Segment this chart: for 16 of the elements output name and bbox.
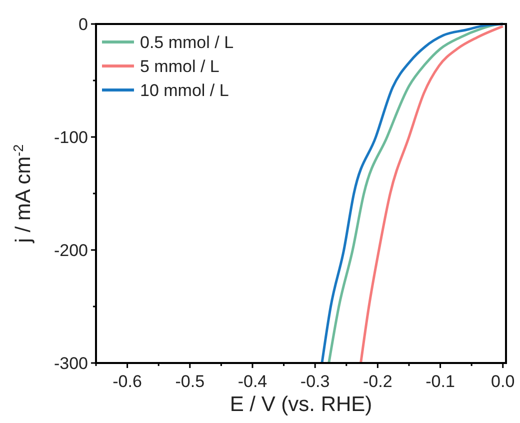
line-series [360,25,504,364]
x-tick-label: -0.4 [238,372,268,391]
x-tick-label: 0.0 [491,372,515,391]
y-tick-label: -200 [54,241,88,260]
x-tick-label: -0.1 [426,372,455,391]
y-tick-label: -100 [54,128,88,147]
x-axis-title: E / V (vs. RHE) [230,393,372,416]
y-tick-label: -300 [54,354,88,373]
x-tick-label: -0.6 [112,372,142,391]
legend-label: 10 mmol / L [140,81,229,100]
x-tick-label: -0.5 [175,372,205,391]
legend-label: 5 mmol / L [140,57,220,76]
legend-label: 0.5 mmol / L [140,33,234,52]
y-tick-label: 0 [78,15,88,34]
x-tick-label: -0.3 [300,372,330,391]
x-tick-label: -0.2 [363,372,392,391]
